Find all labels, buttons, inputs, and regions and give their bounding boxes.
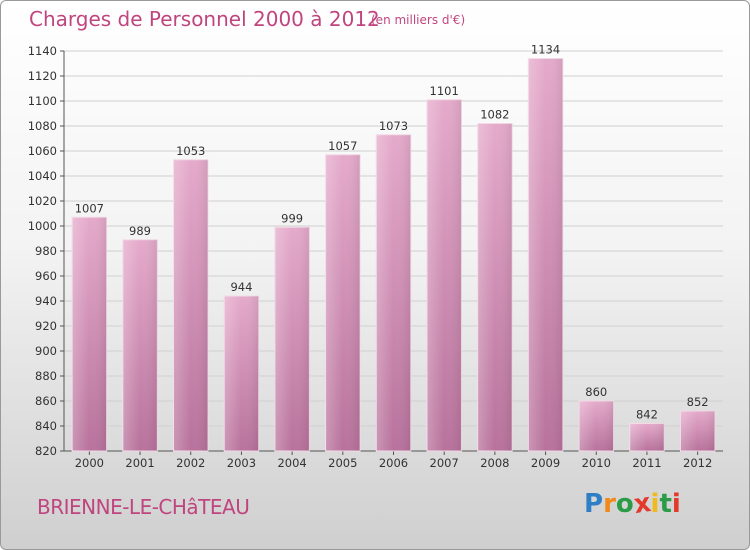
bar-shading (477, 123, 513, 451)
bar-shading (426, 99, 462, 451)
city-name: BRIENNE-LE-CHâTEAU (37, 495, 250, 519)
logo-letter: x (631, 487, 653, 521)
value-label: 860 (585, 385, 607, 399)
x-tick-label: 2007 (430, 456, 459, 470)
x-tick-label: 2011 (632, 456, 661, 470)
y-tick-label: 1000 (28, 219, 57, 233)
value-label: 1053 (176, 144, 205, 158)
logo-letter: i (671, 489, 681, 519)
bar-shading (224, 296, 259, 451)
bar-shading (579, 401, 614, 451)
value-label: 944 (230, 280, 252, 294)
y-tick-label: 980 (35, 244, 57, 258)
bar-shading (72, 217, 107, 451)
y-tick-label: 840 (35, 419, 57, 433)
value-label: 989 (129, 224, 151, 238)
y-tick-label: 1100 (28, 94, 57, 108)
bar-shading (122, 239, 158, 451)
logo-letter: P (584, 489, 604, 519)
bars (71, 58, 716, 452)
y-tick-label: 1040 (28, 169, 57, 183)
chart-title: Charges de Personnel 2000 à 2012 (29, 7, 380, 31)
y-tick-label: 820 (35, 444, 57, 458)
y-tick-label: 1080 (28, 119, 57, 133)
proxiti-logo: Proxiti (584, 487, 681, 521)
value-label: 842 (636, 408, 658, 422)
y-tick-label: 960 (35, 269, 57, 283)
logo-letter: r (603, 489, 616, 519)
y-tick-label: 1060 (28, 144, 57, 158)
bar-shading (325, 154, 361, 451)
logo-letter: t (659, 489, 672, 519)
value-label: 1134 (531, 43, 560, 57)
value-label: 1101 (430, 84, 459, 98)
y-tick-label: 920 (35, 319, 57, 333)
y-tick-label: 900 (35, 344, 57, 358)
x-tick-label: 2002 (176, 456, 205, 470)
bar-shading (376, 134, 411, 451)
x-tick-label: 2005 (328, 456, 357, 470)
bar-shading (274, 227, 310, 451)
logo-letter: i (650, 489, 660, 519)
chart-subtitle: (en milliers d'€) (371, 13, 466, 27)
x-tick-label: 2009 (531, 456, 560, 470)
y-tick-label: 860 (35, 394, 57, 408)
x-tick-label: 2010 (582, 456, 611, 470)
value-label: 1057 (328, 139, 357, 153)
x-tick-label: 2001 (125, 456, 154, 470)
x-tick-label: 2012 (683, 456, 712, 470)
bar-shading (629, 423, 665, 451)
bar-shading (528, 58, 563, 451)
y-tick-label: 1020 (28, 194, 57, 208)
value-label: 999 (281, 211, 303, 225)
bar-shading (173, 159, 208, 451)
y-tick-label: 1120 (28, 69, 57, 83)
x-tick-label: 2003 (227, 456, 256, 470)
x-tick-label: 2008 (480, 456, 509, 470)
value-label: 1082 (480, 108, 509, 122)
value-label: 852 (687, 395, 709, 409)
y-tick-label: 940 (35, 294, 57, 308)
value-label: 1007 (75, 201, 104, 215)
x-tick-label: 2006 (379, 456, 408, 470)
bar-shading (680, 411, 715, 451)
data-labels: 1007 989 1053 944 999 1057 1073 1101 1082 1134 860… (75, 43, 709, 422)
value-label: 1073 (379, 119, 408, 133)
x-tick-label: 2000 (75, 456, 104, 470)
x-tick-label: 2004 (277, 456, 306, 470)
y-tick-label: 1140 (28, 44, 57, 58)
logo-letter: o (615, 489, 634, 519)
y-tick-label: 880 (35, 369, 57, 383)
